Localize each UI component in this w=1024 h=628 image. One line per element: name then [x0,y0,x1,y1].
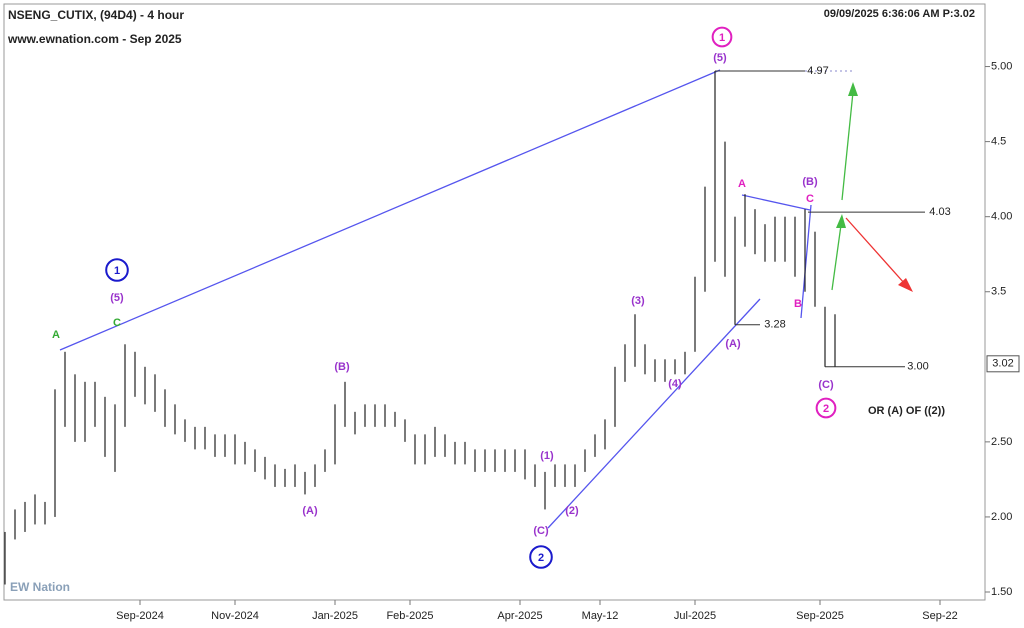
arrow-down [845,217,913,292]
wave-label: (4) [668,378,682,390]
subtitle: www.ewnation.com - Sep 2025 [7,32,182,46]
wave-label: B [794,298,802,310]
y-tick-label: 5.00 [991,60,1012,72]
wave-label: (1) [540,450,554,462]
wave-label: C [113,317,121,329]
x-tick-label: Apr-2025 [497,610,542,622]
level-label: 3.00 [907,361,928,373]
x-tick-label: May-12 [582,610,619,622]
y-tick-label: 2.00 [991,511,1012,523]
triangle-line [741,194,811,211]
wave-circle [529,545,553,569]
wave-label: 2 [538,552,544,564]
wave-label: (A) [302,505,318,517]
wave-label: 1 [114,265,120,277]
x-tick-label: Sep-2025 [796,610,844,622]
level-label: 4.03 [929,206,950,218]
last-price-label: 3.02 [992,358,1013,370]
wave-label: A [52,329,60,341]
channel-line [547,298,761,529]
timestamp: 09/09/2025 6:36:06 AM P:3.02 [824,8,975,20]
wave-label: (C) [818,379,834,391]
logo: EW Nation [10,580,70,594]
y-tick-label: 1.50 [991,586,1012,598]
wave-label: (C) [533,525,549,537]
wave-label: C [806,193,814,205]
wave-label: (2) [565,505,579,517]
wave-label: 1 [719,32,725,44]
wave-label: A [738,178,746,190]
x-tick-label: Jan-2025 [312,610,358,622]
wave-circle [711,26,733,48]
arrow-up-2 [831,214,846,291]
x-tick-label: Jul-2025 [674,610,716,622]
chart-title: NSENG_CUTIX, (94D4) - 4 hour [8,8,184,22]
wave-label: OR (A) OF ((2)) [868,405,945,417]
wave-label: (5) [713,52,727,64]
wave-label: (5) [110,292,124,304]
x-tick-label: Nov-2024 [211,610,259,622]
wave-b-line [800,204,812,319]
y-tick-label: 4.5 [991,136,1006,148]
level-label: 4.97 [807,65,828,77]
arrow-up-1 [841,82,858,201]
wave-label: (B) [802,176,818,188]
wave-label: 2 [823,403,829,415]
wave-circle [105,258,129,282]
y-tick-label: 2.50 [991,436,1012,448]
wave-label: (3) [631,295,645,307]
wave-label: (B) [334,361,350,373]
last-price-box [986,355,1020,373]
wave-circle [815,397,837,419]
x-tick-label: Feb-2025 [386,610,433,622]
y-tick-label: 4.00 [991,211,1012,223]
level-label: 3.28 [764,319,785,331]
trend-line [59,69,721,351]
y-tick-label: 3.5 [991,286,1006,298]
wave-label: (A) [725,338,741,350]
x-tick-label: Sep-2024 [116,610,164,622]
x-tick-label: Sep-22 [922,610,957,622]
